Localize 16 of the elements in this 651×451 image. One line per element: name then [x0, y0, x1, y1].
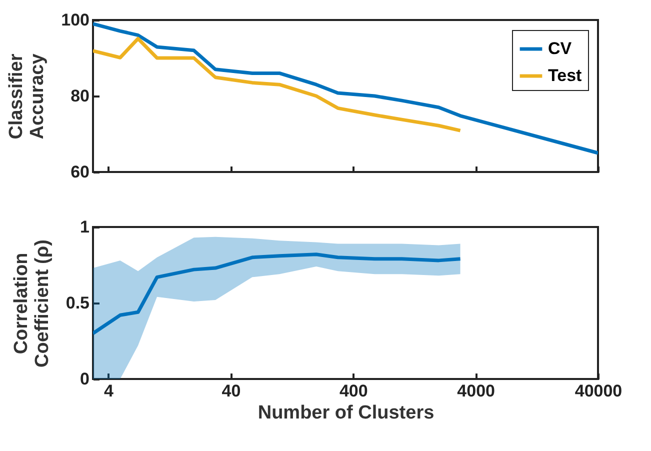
y-tick-label: 1: [80, 218, 90, 236]
x-tick-label: 4000: [457, 382, 495, 400]
x-tick-label: 40: [222, 382, 241, 400]
x-tick-label: 4: [104, 382, 114, 400]
x-tick-label: 400: [339, 382, 368, 400]
legend-label: Test: [548, 66, 582, 85]
y-axis-title: Correlation Coefficient (ρ): [10, 240, 53, 368]
y-axis-title: Classifier Accuracy: [6, 53, 48, 140]
y-tick-label: 60: [70, 162, 90, 182]
legend-label: CV: [548, 39, 572, 58]
y-tick-label: 100: [61, 10, 90, 30]
y-tick-label: 80: [70, 86, 90, 106]
x-tick-label: 40000: [574, 382, 622, 400]
x-axis-title: Number of Clusters: [258, 402, 434, 424]
y-tick-label: 0.5: [66, 294, 90, 312]
y-tick-label: 0: [80, 370, 90, 388]
